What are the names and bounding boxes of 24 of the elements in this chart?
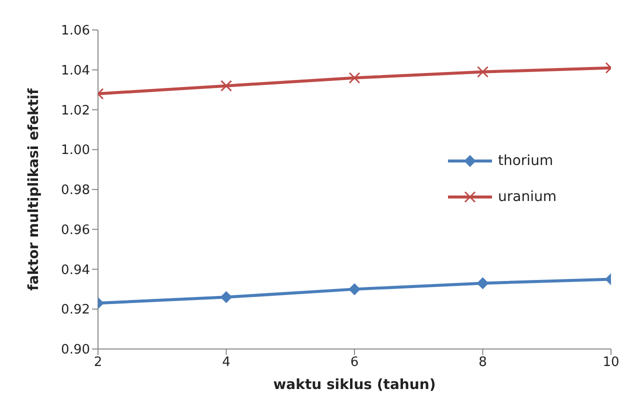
y-tick-label: 1.00 bbox=[61, 143, 90, 158]
x-tick-label: 6 bbox=[350, 355, 359, 370]
x-tick-label: 8 bbox=[478, 355, 487, 370]
x-axis-title: waktu siklus (tahun) bbox=[273, 377, 436, 393]
point bbox=[348, 283, 360, 296]
point bbox=[220, 291, 232, 304]
point bbox=[220, 80, 232, 92]
y-tick-label: 1.02 bbox=[61, 103, 90, 118]
y-tick-label: 0.90 bbox=[61, 342, 90, 358]
legend-label: thorium bbox=[498, 153, 554, 169]
y-tick-label: 0.92 bbox=[61, 302, 90, 318]
y-axis-title: faktor multiplikasi efektif bbox=[26, 88, 42, 291]
point bbox=[348, 72, 360, 84]
y-tick-label: 1.04 bbox=[61, 63, 90, 78]
y-tick-label: 0.98 bbox=[61, 183, 90, 198]
point bbox=[477, 66, 488, 78]
y-tick-label: 0.96 bbox=[61, 222, 90, 238]
x-tick-label: 4 bbox=[222, 355, 230, 370]
x-tick-label: 10 bbox=[602, 355, 620, 370]
y-tick-label: 1.06 bbox=[61, 24, 90, 39]
x-tick-label: 2 bbox=[94, 355, 102, 370]
legend-label: uranium bbox=[498, 189, 556, 205]
point bbox=[476, 277, 489, 290]
y-tick-label: 0.94 bbox=[61, 262, 90, 278]
